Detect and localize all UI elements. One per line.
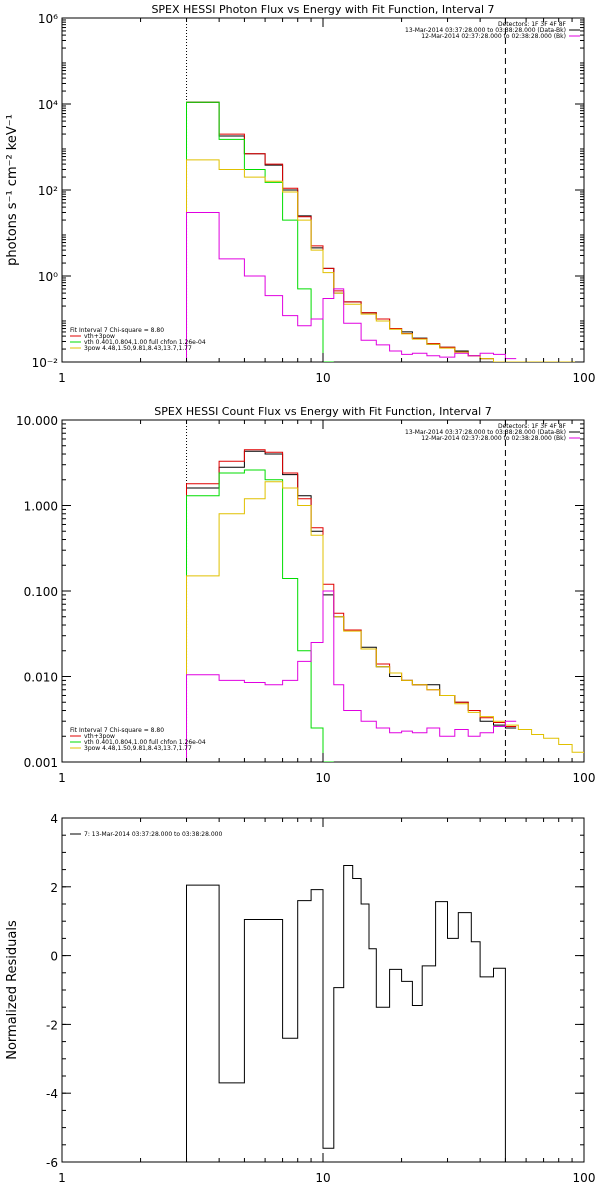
series-line-3 (186, 101, 334, 362)
y-tick-label: 10² (38, 184, 58, 198)
chart-title: SPEX HESSI Photon Flux vs Energy with Fi… (151, 3, 494, 16)
y-axis: 10⁶ 10⁴ 10² 10⁰ 10⁻² (32, 12, 584, 370)
x-axis: 1 10 100 (58, 818, 595, 1185)
series-line-1 (186, 450, 517, 762)
x-tick-label: 1 (58, 371, 66, 385)
x-tick-label: 100 (573, 1171, 596, 1185)
legend-left-entry: 3pow 4.48,1.50,9.81,8.43,13.7,1.77 (84, 745, 192, 752)
legend-left: Fit Interval 7 Chi-square = 8.80vth+3pow… (70, 727, 206, 752)
y-tick-label: -2 (46, 1018, 58, 1032)
series-line-4 (186, 159, 584, 362)
series-line-4 (186, 481, 584, 762)
y-axis-label: Normalized Residuals (5, 920, 20, 1060)
y-tick-label: 10⁶ (38, 12, 58, 26)
legend-right-entry: 12-Mar-2014 02:37:28.000 to 02:38:28.000… (421, 435, 566, 442)
x-tick-label: 10 (315, 371, 330, 385)
x-tick-label: 100 (573, 371, 596, 385)
legend-left: 7: 13-Mar-2014 03:37:28.000 to 03:38:28.… (70, 831, 222, 838)
chart-1: SPEX HESSI Photon Flux vs Energy with Fi… (5, 3, 595, 385)
series-line-3 (186, 469, 334, 762)
legend-right-entry: 12-Mar-2014 02:37:28.000 to 02:38:28.000… (421, 33, 566, 40)
y-tick-label: 10⁴ (38, 98, 58, 112)
legend-right-entry: 13-Mar-2014 03:37:28.000 to 03:38:28.000… (405, 429, 566, 436)
y-tick-label: 2 (50, 881, 58, 895)
y-tick-label: 10⁰ (38, 270, 58, 284)
plot-area (186, 865, 506, 1162)
legend-left-entry: vth 0.401,0.804,1.00 full chfon 1.26e-04 (84, 739, 206, 746)
legend-left-entry: 3pow 4.48,1.50,9.81,8.43,13.7,1.77 (84, 345, 192, 352)
legend-left-entry: Fit Interval 7 Chi-square = 8.80 (70, 727, 164, 734)
legend-left-entry: vth+3pow (84, 333, 115, 340)
y-tick-label: 0 (50, 950, 58, 964)
legend-right-entry: Detectors: 1F 3F 4F 8F (498, 423, 567, 430)
plot-area (186, 420, 584, 762)
chart-title: SPEX HESSI Count Flux vs Energy with Fit… (154, 405, 491, 418)
chart-2: SPEX HESSI Count Flux vs Energy with Fit… (16, 405, 595, 785)
chart-3: 1 10 100 4 2 0 -2 -4 -6 Normalized Residuals 7: 13… (5, 812, 595, 1185)
y-tick-label: 4 (50, 812, 58, 826)
legend-right-entry: Detectors: 1F 3F 4F 8F (498, 21, 567, 28)
series-line-5 (186, 590, 517, 762)
x-axis: 1 10 100 (58, 420, 595, 785)
y-tick-label: 10.000 (16, 414, 58, 428)
x-tick-label: 10 (315, 771, 330, 785)
legend-left-entry: Fit Interval 7 Chi-square = 8.80 (70, 327, 164, 334)
x-tick-label: 100 (573, 771, 596, 785)
y-tick-label: 0.001 (24, 756, 58, 770)
x-tick-label: 1 (58, 771, 66, 785)
legend-right-entry: 13-Mar-2014 03:37:28.000 to 03:38:28.000… (405, 27, 566, 34)
series-line-2 (186, 449, 517, 762)
legend-left: Fit Interval 7 Chi-square = 8.80vth+3pow… (70, 327, 206, 352)
plot-area (186, 18, 584, 362)
x-tick-label: 10 (315, 1171, 330, 1185)
y-tick-label: 0.100 (24, 585, 58, 599)
x-tick-label: 1 (58, 1171, 66, 1185)
y-tick-label: 1.000 (24, 500, 58, 514)
series-line-5 (186, 212, 517, 362)
x-axis: 1 10 100 (58, 18, 595, 385)
legend-left-entry: vth 0.401,0.804,1.00 full chfon 1.26e-04 (84, 339, 206, 346)
legend-left-entry: vth+3pow (84, 733, 115, 740)
y-tick-label: -4 (46, 1087, 58, 1101)
legend-left-entry: 7: 13-Mar-2014 03:37:28.000 to 03:38:28.… (84, 831, 222, 838)
y-tick-label: -6 (46, 1156, 58, 1170)
y-axis-label: photons s⁻¹ cm⁻² keV⁻¹ (5, 114, 20, 266)
y-axis: 4 2 0 -2 -4 -6 (46, 812, 584, 1170)
series-line-1 (186, 865, 506, 1162)
y-tick-label: 0.010 (24, 671, 58, 685)
y-axis: 10.000 1.000 0.100 0.010 0.001 (16, 414, 584, 770)
y-tick-label: 10⁻² (32, 356, 59, 370)
